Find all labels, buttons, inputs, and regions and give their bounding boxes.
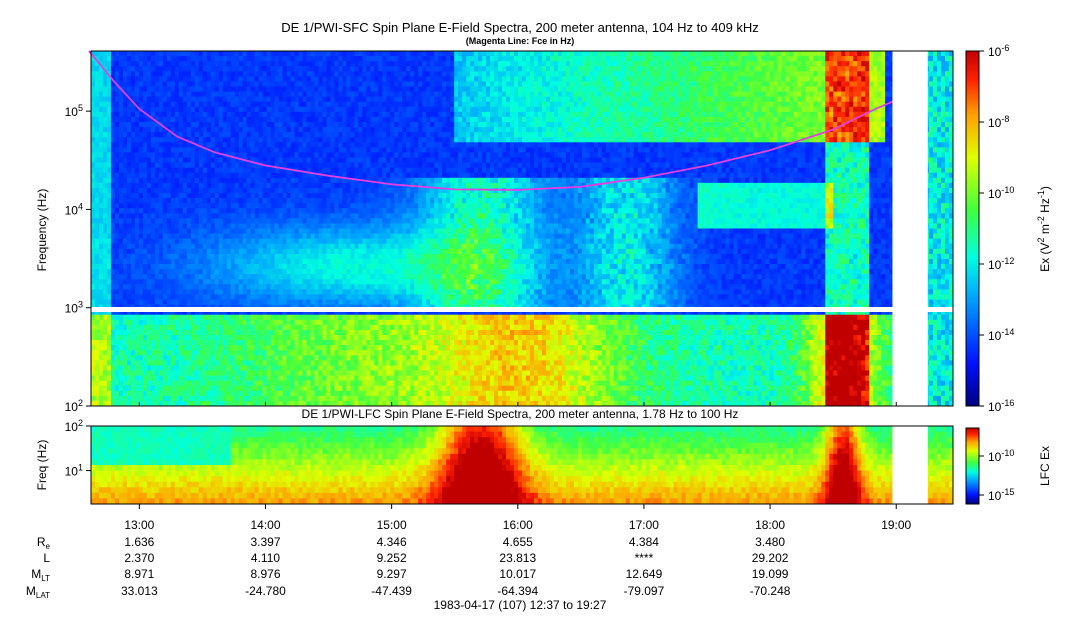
sfc-chart-subtitle: (Magenta Line: Fce in Hz) (465, 36, 575, 46)
time-range-footer: 1983-04-17 (107) 12:37 to 19:27 (433, 598, 607, 612)
ephemeris-value: -64.394 (497, 584, 539, 598)
sfc-y-axis-label: Frequency (Hz) (35, 189, 49, 272)
time-tick-label: 18:00 (755, 518, 785, 532)
lfc-colorbar-tick-label: 10-15 (988, 487, 1014, 503)
lfc-plot-frame (90, 425, 954, 505)
lfc-y-ticks: 101 102 (65, 418, 91, 479)
sfc-frequency-gap (91, 307, 953, 312)
ephemeris-value: 4.346 (376, 535, 407, 549)
ephemeris-value: 3.397 (250, 535, 281, 549)
time-tick-label: 16:00 (503, 518, 533, 532)
lfc-y-tick-label: 101 (65, 463, 83, 479)
ephemeris-value: 29.202 (751, 551, 789, 565)
ephemeris-row-label: Re (36, 535, 50, 551)
ephemeris-value: -24.780 (245, 584, 286, 598)
ephemeris-row-label: MLAT (25, 584, 50, 600)
sfc-data-gap (892, 51, 928, 406)
sfc-y-tick-label: 103 (65, 300, 83, 316)
time-tick-label: 17:00 (629, 518, 659, 532)
sfc-colorbar-label: Ex (V2 m-2 Hz-1) (1036, 186, 1052, 272)
sfc-colorbar-tick-label: 10-14 (988, 327, 1014, 343)
ephemeris-value: 8.976 (250, 567, 281, 581)
lfc-colorbar-label: LFC Ex (1038, 446, 1052, 486)
sfc-colorbar-ticks: 10-6 10-8 10-10 10-12 10-14 10-16 (979, 43, 1014, 414)
lfc-data-gap (892, 426, 928, 504)
sfc-chart-title: DE 1/PWI-SFC Spin Plane E-Field Spectra,… (281, 20, 759, 35)
sfc-y-tick-label: 105 (65, 103, 83, 119)
ephemeris-value: 3.480 (755, 535, 786, 549)
sfc-y-tick-label: 102 (65, 398, 83, 414)
sfc-plot-frame (90, 50, 954, 407)
lfc-spectrogram-panel: 101 102 (65, 418, 954, 505)
ephemeris-value: 4.384 (628, 535, 659, 549)
lfc-colorbar-ticks: 10-10 10-15 (979, 448, 1014, 503)
ephemeris-value: 33.013 (120, 584, 158, 598)
lfc-heatmap (91, 426, 954, 505)
ephemeris-row-label: L (43, 551, 50, 565)
ephemeris-value: 9.252 (376, 551, 407, 565)
lfc-y-axis-label: Freq (Hz) (35, 440, 49, 491)
sfc-colorbar-tick-label: 10-16 (988, 398, 1014, 414)
time-tick-label: 13:00 (124, 518, 154, 532)
sfc-colorbar-tick-label: 10-10 (988, 185, 1014, 201)
ephemeris-value: -70.248 (749, 584, 791, 598)
lfc-chart-title: DE 1/PWI-LFC Spin Plane E-Field Spectra,… (301, 407, 739, 421)
ephemeris-value: 1.636 (124, 535, 155, 549)
ephemeris-value: 23.813 (499, 551, 537, 565)
time-axis: 13:00 14:00 15:00 16:00 17:00 18:00 19:00 (124, 402, 912, 532)
ephemeris-value: **** (634, 551, 654, 565)
sfc-heatmap (91, 51, 954, 407)
ephemeris-value: 2.370 (124, 551, 155, 565)
ephemeris-value: 12.649 (625, 567, 663, 581)
sfc-colorbar (965, 50, 980, 407)
sfc-colorbar-tick-label: 10-12 (988, 256, 1014, 272)
ephemeris-value: 10.017 (499, 567, 537, 581)
sfc-spectrogram-panel: 102 103 104 105 (65, 50, 954, 414)
ephemeris-value: -47.439 (371, 584, 412, 598)
ephemeris-value: 8.971 (124, 567, 155, 581)
lfc-colorbar (965, 427, 980, 505)
ephemeris-value: 19.099 (751, 567, 789, 581)
ephemeris-value: 4.655 (502, 535, 533, 549)
time-tick-label: 19:00 (881, 518, 911, 532)
ephemeris-value: 4.110 (250, 551, 281, 565)
lfc-y-tick-label: 102 (65, 418, 83, 434)
time-tick-label: 15:00 (377, 518, 407, 532)
time-tick-label: 14:00 (250, 518, 280, 532)
sfc-y-ticks: 102 103 104 105 (65, 103, 91, 414)
fce-magenta-line (88, 50, 897, 191)
sfc-y-tick-label: 104 (65, 201, 83, 217)
sfc-colorbar-tick-label: 10-6 (988, 43, 1009, 59)
ephemeris-row-label: MLT (31, 567, 50, 583)
sfc-colorbar-tick-label: 10-8 (988, 114, 1009, 130)
ephemeris-value: -79.097 (623, 584, 665, 598)
ephemeris-value: 9.297 (376, 567, 407, 581)
lfc-colorbar-tick-label: 10-10 (988, 448, 1014, 464)
